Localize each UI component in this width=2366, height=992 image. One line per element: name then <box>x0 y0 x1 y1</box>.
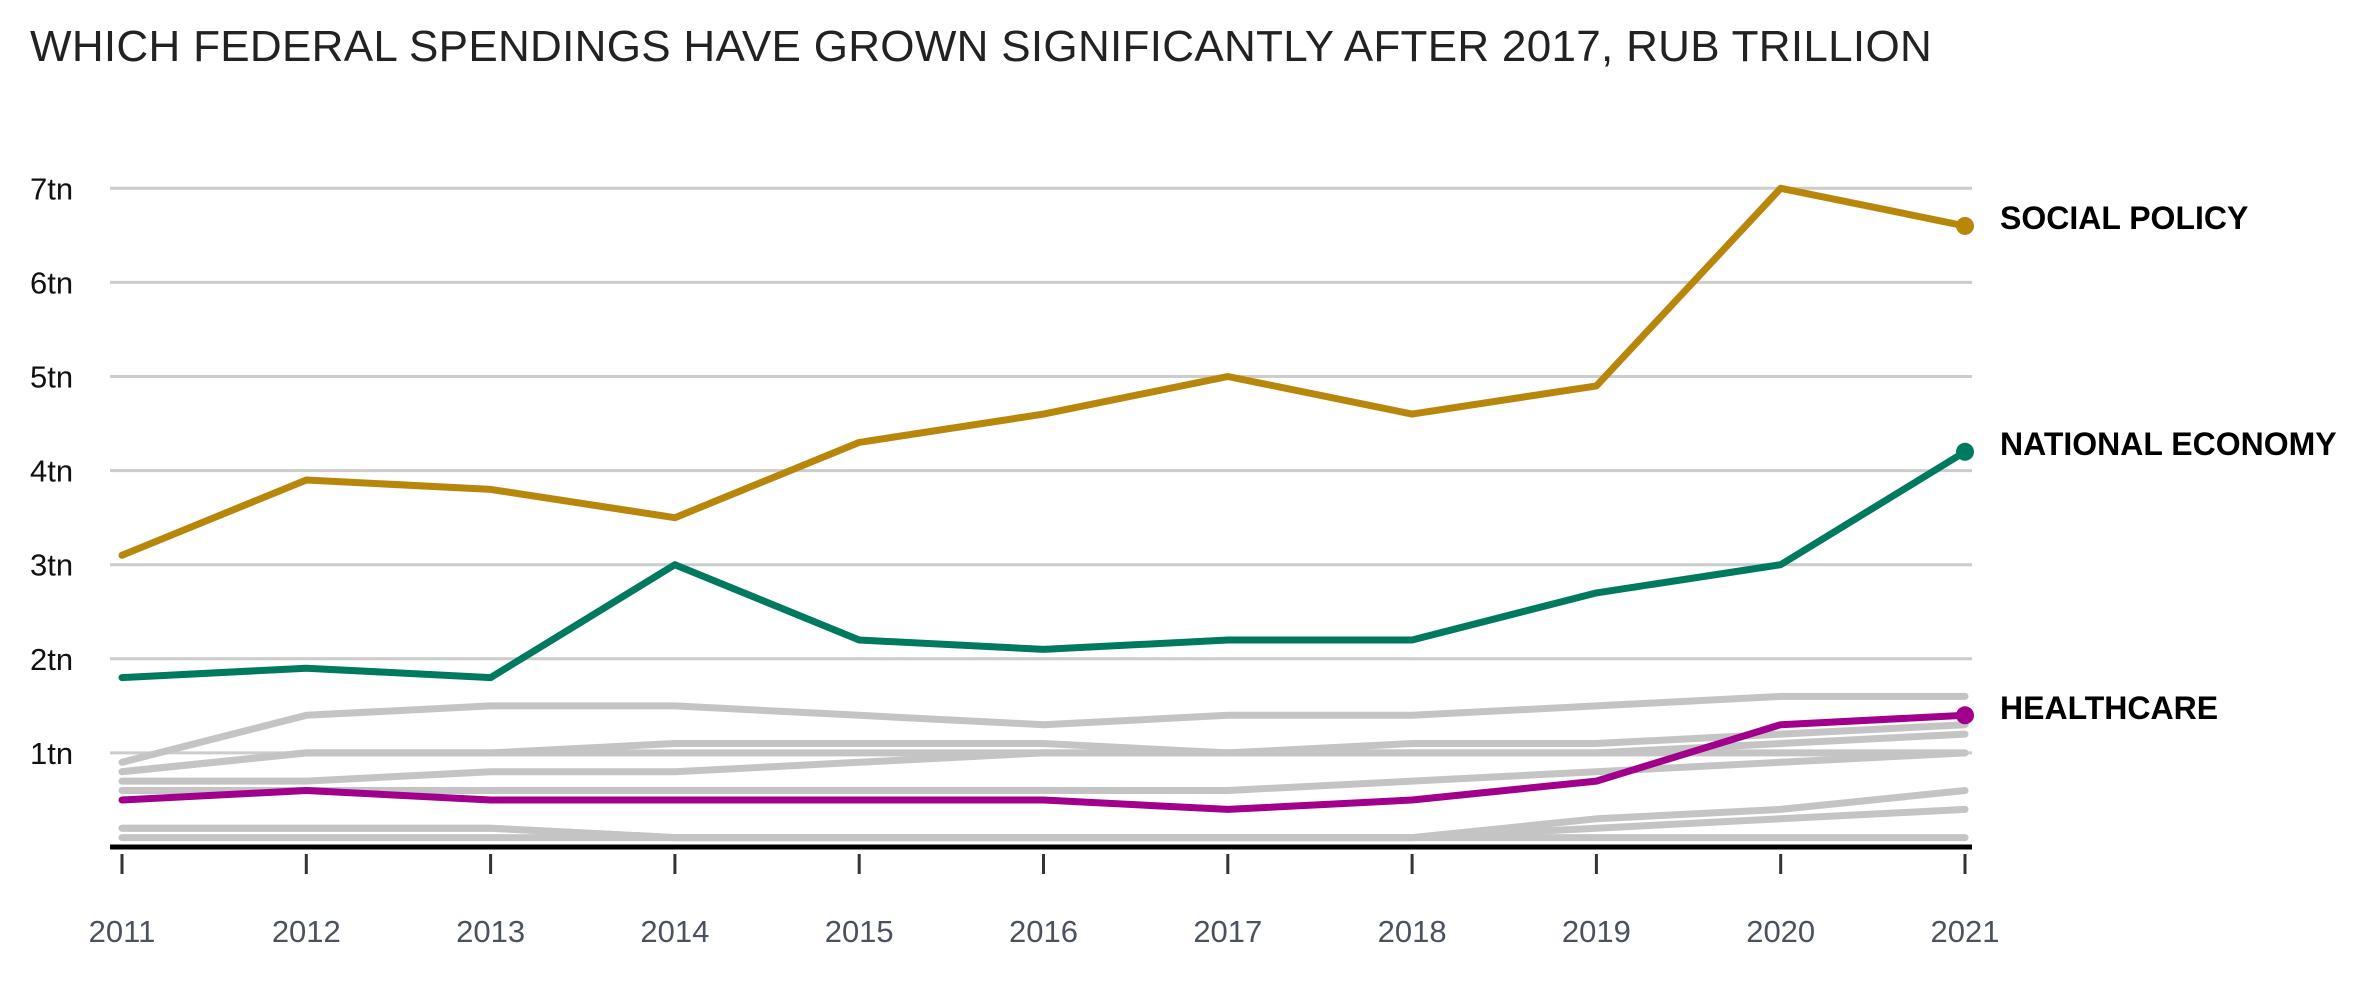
social-policy-end-dot <box>1956 216 1974 235</box>
background-series-line-1 <box>118 692 1969 766</box>
social-policy-line <box>118 184 1969 559</box>
y-tick-label: 6tn <box>30 265 73 300</box>
social-policy-label: SOCIAL POLICY <box>2000 200 2248 236</box>
healthcare-label: HEALTHCARE <box>2000 690 2218 726</box>
national-economy-line <box>118 448 1969 682</box>
healthcare-end-dot <box>1956 706 1974 725</box>
x-tick-label: 2012 <box>272 914 341 949</box>
x-tick-label: 2014 <box>640 914 709 949</box>
x-tick-label: 2015 <box>825 914 894 949</box>
x-tick-label: 2011 <box>89 914 156 949</box>
x-tick-label: 2017 <box>1193 914 1262 949</box>
y-tick-label: 5tn <box>30 360 73 395</box>
x-tick-label: 2013 <box>456 914 525 949</box>
x-tick-label: 2016 <box>1009 914 1078 949</box>
y-tick-label: 7tn <box>30 171 73 206</box>
x-tick-label: 2018 <box>1378 914 1447 949</box>
x-tick-label: 2021 <box>1931 914 2000 949</box>
healthcare-line <box>118 711 1969 813</box>
y-tick-label: 3tn <box>30 548 73 583</box>
highlighted-series <box>118 184 1974 813</box>
y-tick-label: 4tn <box>30 454 73 489</box>
chart-title: WHICH FEDERAL SPENDINGS HAVE GROWN SIGNI… <box>30 22 1933 71</box>
y-tick-label: 2tn <box>30 642 73 677</box>
background-series-line-4 <box>118 749 1969 785</box>
gridlines: 1tn 2tn 3tn 4tn 5tn 6tn 7tn <box>30 171 1972 771</box>
x-tick-label: 2020 <box>1746 914 1815 949</box>
national-economy-label: NATIONAL ECONOMY <box>2000 426 2337 462</box>
national-economy-end-dot <box>1956 442 1974 461</box>
y-tick-label: 1tn <box>30 736 73 771</box>
background-series-line-5 <box>118 749 1969 794</box>
background-series <box>118 692 1969 842</box>
x-tick-label: 2019 <box>1562 914 1631 949</box>
series-labels: SOCIAL POLICY NATIONAL ECONOMY HEALTHCARE <box>2000 200 2337 726</box>
axes: 2011 2012 2013 2014 2015 2016 2017 2018 2019 2020… <box>89 844 2000 949</box>
